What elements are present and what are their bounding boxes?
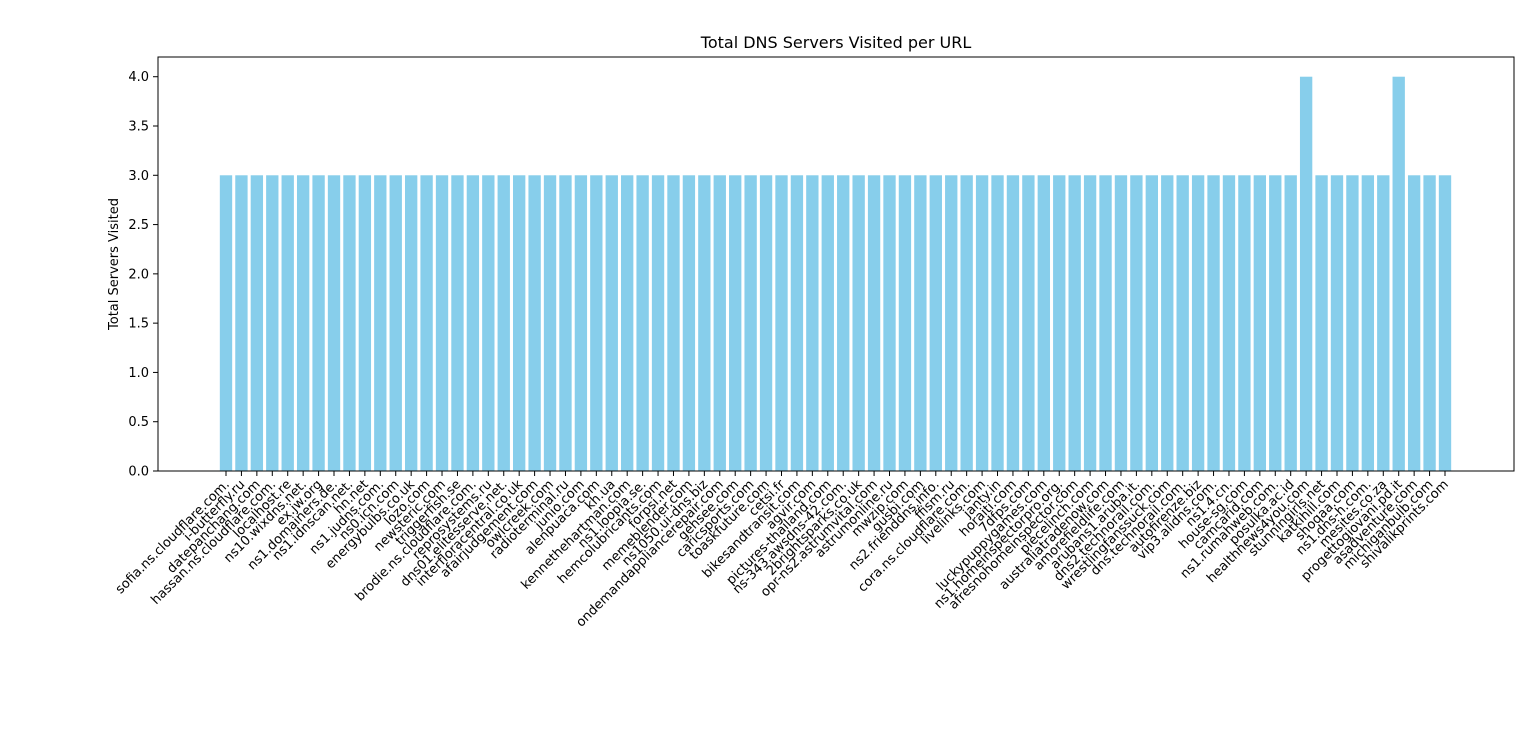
bar — [1284, 175, 1297, 472]
bar — [466, 175, 480, 472]
bar — [1299, 76, 1313, 471]
bar — [1130, 175, 1143, 472]
bar — [759, 175, 773, 472]
bar — [1053, 175, 1066, 472]
bar — [281, 175, 294, 472]
bar — [852, 175, 865, 472]
bar — [219, 175, 233, 472]
y-tick-label: 4.0 — [128, 70, 149, 85]
y-tick-label: 0.5 — [128, 415, 149, 430]
bar — [1176, 175, 1189, 472]
bar — [806, 175, 819, 472]
y-tick-label: 3.5 — [128, 120, 149, 135]
y-axis-label: Total Servers Visited — [107, 198, 122, 331]
bar — [451, 175, 464, 472]
bar — [883, 175, 896, 472]
bar — [729, 175, 742, 472]
bar — [1099, 175, 1112, 472]
bar — [266, 175, 279, 472]
bar — [945, 175, 958, 472]
plot-frame — [157, 56, 1515, 472]
bar — [327, 175, 341, 472]
bar — [960, 175, 973, 472]
bar — [744, 175, 757, 472]
bar — [513, 175, 526, 472]
bar — [528, 175, 541, 472]
x-axis: sofia.ns.cloudflare.com.i-butterfly.ruda… — [113, 471, 1452, 630]
bar — [358, 175, 372, 472]
bar — [667, 175, 680, 472]
bar — [914, 175, 927, 472]
bar — [1238, 175, 1251, 472]
bar — [1083, 175, 1097, 472]
bar — [296, 175, 310, 472]
bar — [991, 175, 1004, 472]
bar — [1114, 175, 1128, 472]
bar — [235, 175, 248, 472]
bar — [574, 175, 588, 472]
bar — [543, 175, 557, 472]
y-tick-label: 3.0 — [128, 169, 149, 184]
bar — [1315, 175, 1328, 472]
bar — [1269, 175, 1282, 472]
bar — [482, 175, 495, 472]
bar — [559, 175, 572, 472]
bar — [898, 175, 912, 472]
y-tick-label: 2.0 — [128, 267, 149, 282]
bar — [1346, 175, 1359, 472]
bar — [713, 175, 726, 472]
bar — [1253, 175, 1267, 472]
chart-title: Total DNS Servers Visited per URL — [700, 33, 972, 52]
bar — [790, 175, 804, 472]
bar — [1006, 175, 1020, 472]
bar — [1191, 175, 1205, 472]
bar — [1222, 175, 1236, 472]
bar — [682, 175, 696, 472]
bar — [1361, 175, 1375, 472]
bar — [621, 175, 634, 472]
bar — [497, 175, 510, 472]
bar — [1145, 175, 1158, 472]
bar — [929, 175, 942, 472]
bar — [250, 175, 264, 472]
bar — [590, 175, 603, 472]
bar — [1423, 175, 1436, 472]
bar — [1207, 175, 1220, 472]
bar — [698, 175, 711, 472]
bar — [651, 175, 665, 472]
y-tick-label: 0.0 — [128, 465, 149, 480]
bar — [821, 175, 834, 472]
bar — [1377, 175, 1390, 472]
bar — [1068, 175, 1081, 472]
bar — [837, 175, 850, 472]
bar — [1022, 175, 1035, 472]
bar — [1037, 175, 1050, 472]
bars-group — [219, 76, 1452, 472]
bar — [975, 175, 989, 472]
bar — [374, 175, 387, 472]
bar — [312, 175, 325, 472]
y-tick-label: 1.0 — [128, 366, 149, 381]
bar — [435, 175, 449, 472]
bar — [343, 175, 356, 472]
bar — [1438, 175, 1452, 472]
bar — [1330, 175, 1344, 472]
bar — [636, 175, 649, 472]
bar — [389, 175, 402, 472]
y-axis: 0.0 0.5 1.0 1.5 2.0 2.5 3.0 3.5 4.0 — [128, 70, 158, 480]
bar — [404, 175, 418, 472]
bar — [775, 175, 788, 472]
bar — [1161, 175, 1174, 472]
bar — [605, 175, 618, 472]
y-tick-label: 1.5 — [128, 317, 149, 332]
bar — [1392, 76, 1405, 471]
y-tick-label: 2.5 — [128, 218, 149, 233]
bar — [1407, 175, 1421, 472]
bar — [867, 175, 881, 472]
bar — [420, 175, 433, 472]
